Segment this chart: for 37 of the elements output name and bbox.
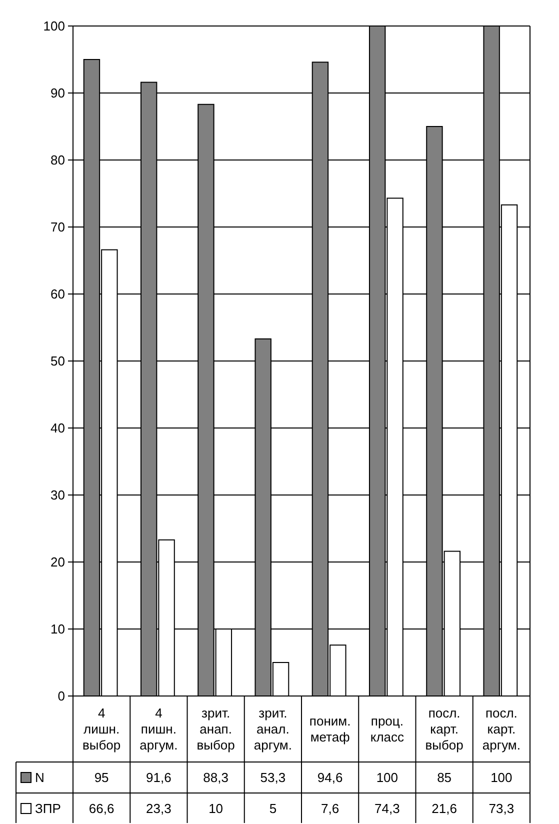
legend-label: ЗПР	[35, 801, 61, 816]
legend-label: N	[35, 770, 44, 786]
data-label: 88,3	[203, 770, 228, 786]
x-tick-label: 4 пишн. аргум.	[140, 706, 178, 753]
x-tick-label: посл. карт. выбор	[425, 706, 464, 753]
y-tick-label: 10	[50, 622, 65, 637]
y-tick-label: 70	[50, 220, 65, 235]
data-label: 7,6	[321, 801, 340, 816]
data-label: 85	[437, 770, 452, 786]
data-label: 23,3	[146, 801, 172, 816]
data-label: 53,3	[260, 770, 286, 786]
y-tick-label: 30	[50, 488, 65, 503]
data-label: 66,6	[88, 801, 114, 816]
y-tick-label: 50	[50, 354, 65, 369]
data-label: 73,3	[488, 801, 514, 816]
x-tick-label: проц. класс	[370, 714, 405, 745]
data-label: 91,6	[146, 770, 172, 786]
y-tick-label: 0	[58, 688, 65, 704]
y-tick-label: 100	[43, 18, 65, 34]
y-tick-label: 20	[50, 554, 65, 570]
data-label: 21,6	[432, 801, 457, 816]
data-label: 100	[490, 770, 512, 786]
y-tick-label: 90	[50, 86, 65, 101]
data-label: 10	[208, 801, 224, 816]
data-label: 100	[376, 770, 398, 786]
x-tick-label: посл. карт. аргум.	[482, 706, 520, 753]
x-tick-label: 4 лишн. выбор	[82, 706, 121, 753]
y-tick-label: 80	[50, 152, 65, 168]
y-tick-label: 40	[50, 420, 65, 436]
x-tick-label: зрит. анал. аргум.	[254, 706, 292, 753]
x-tick-label: поним. метаф	[309, 714, 351, 745]
data-label: 74,3	[374, 801, 400, 816]
x-tick-label: зрит. анап. выбор	[196, 706, 235, 753]
y-tick-label: 60	[50, 286, 65, 302]
data-label: 95	[94, 770, 109, 786]
data-label: 94,6	[317, 770, 343, 786]
data-label: 5	[269, 801, 277, 816]
